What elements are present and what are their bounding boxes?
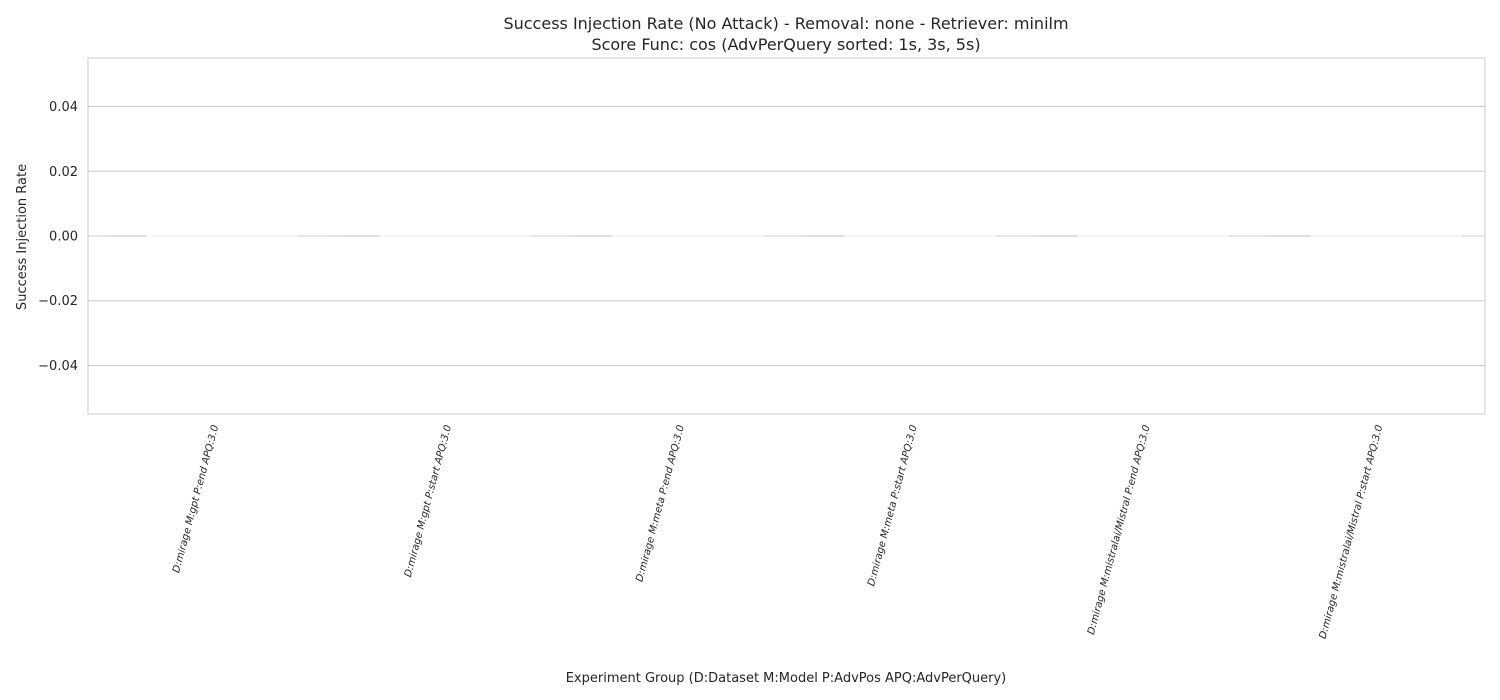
bars [101,235,1462,237]
bar [111,235,298,237]
y-tick-label: −0.04 [38,359,78,374]
plot-frame [87,57,1486,415]
y-gridlines [88,106,1485,366]
bar [344,235,531,237]
x-axis-label: Experiment Group (D:Dataset M:Model P:Ad… [566,671,1007,686]
x-tick-labels: D:mirage M:gpt P:end APQ:3.0 D:mirage M:g… [171,424,1385,640]
y-axis-label: Success Injection Rate [15,164,30,310]
y-tick-label: 0.02 [49,165,78,180]
y-tick-label: 0.00 [49,230,78,245]
y-tick-labels: −0.04 −0.02 0.00 0.02 0.04 [38,100,78,374]
x-tick-label: D:mirage M:meta P:end APQ:3.0 [634,424,687,583]
chart-title: Success Injection Rate (No Attack) - Rem… [503,14,1068,33]
x-tick-label: D:mirage M:meta P:start APQ:3.0 [866,424,920,588]
bar [1042,235,1229,237]
x-tick-label: D:mirage M:gpt P:end APQ:3.0 [171,424,221,574]
chart-subtitle: Score Func: cos (AdvPerQuery sorted: 1s,… [591,35,980,54]
x-tick-label: D:mirage M:mistralai/Mistral P:start APQ… [1318,424,1386,640]
bar [809,235,997,237]
x-tick-label: D:mirage M:mistralai/Mistral P:end APQ:3… [1086,424,1153,636]
x-tick-label: D:mirage M:gpt P:start APQ:3.0 [403,424,454,579]
y-tick-label: −0.02 [38,294,78,309]
bar [576,235,764,237]
bar [1275,235,1462,237]
y-tick-label: 0.04 [49,100,78,115]
